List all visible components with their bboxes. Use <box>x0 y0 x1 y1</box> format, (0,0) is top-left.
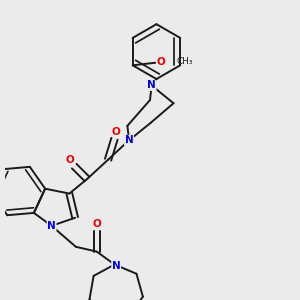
Text: O: O <box>92 218 101 229</box>
Text: O: O <box>66 155 75 165</box>
Text: N: N <box>125 135 134 145</box>
Text: CH₃: CH₃ <box>176 57 193 66</box>
Text: N: N <box>47 221 56 231</box>
Text: O: O <box>112 127 121 136</box>
Text: N: N <box>147 80 156 91</box>
Text: N: N <box>112 261 121 271</box>
Text: O: O <box>157 57 166 67</box>
